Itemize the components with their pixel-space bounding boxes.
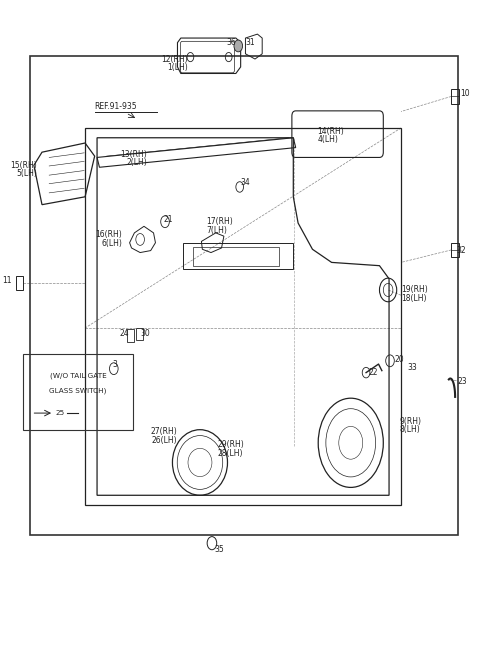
Text: 21: 21 [163, 215, 173, 224]
Text: (W/O TAIL GATE: (W/O TAIL GATE [49, 372, 106, 379]
Text: 24: 24 [120, 329, 130, 338]
Bar [127, 329, 134, 342]
Text: 36: 36 [226, 38, 236, 47]
Bar [183, 243, 293, 269]
Text: 8(LH): 8(LH) [399, 425, 420, 434]
Text: 30: 30 [140, 329, 150, 338]
Text: 34: 34 [240, 178, 251, 187]
Text: 12(RH): 12(RH) [161, 54, 188, 64]
Text: 23: 23 [457, 377, 467, 386]
Text: 13(RH): 13(RH) [120, 150, 147, 159]
Text: 7(LH): 7(LH) [206, 226, 227, 235]
Bar [30, 56, 458, 535]
Text: 26(LH): 26(LH) [152, 436, 178, 445]
Bar [23, 354, 133, 430]
Text: 16(RH): 16(RH) [95, 230, 122, 239]
Bar [136, 328, 144, 340]
Text: 32: 32 [456, 246, 466, 255]
Bar [451, 89, 459, 104]
Bar [451, 243, 459, 257]
Text: GLASS SWITCH): GLASS SWITCH) [49, 387, 107, 394]
Text: 35: 35 [215, 545, 224, 554]
Text: 2(LH): 2(LH) [127, 158, 147, 167]
Text: 31: 31 [245, 38, 255, 47]
Text: 27(RH): 27(RH) [151, 427, 178, 436]
Text: 9(RH): 9(RH) [399, 417, 421, 426]
Text: 25: 25 [55, 410, 65, 416]
Text: 11: 11 [2, 276, 12, 285]
Text: 5(LH): 5(LH) [16, 169, 37, 178]
Text: 1(LH): 1(LH) [167, 63, 188, 72]
Text: 10: 10 [460, 89, 469, 98]
Text: 3: 3 [112, 359, 117, 369]
Circle shape [234, 40, 242, 52]
Text: 19(RH): 19(RH) [401, 285, 428, 295]
Text: 4(LH): 4(LH) [317, 135, 338, 144]
Text: 28(LH): 28(LH) [218, 449, 243, 458]
Text: 29(RH): 29(RH) [218, 440, 244, 449]
Bar [193, 247, 279, 266]
Text: 18(LH): 18(LH) [401, 294, 427, 303]
Text: REF.91-935: REF.91-935 [95, 102, 137, 111]
Text: 6(LH): 6(LH) [101, 239, 122, 248]
Text: 22: 22 [369, 368, 378, 377]
Text: 33: 33 [407, 363, 417, 372]
Text: 14(RH): 14(RH) [317, 127, 344, 136]
Text: 20: 20 [395, 355, 405, 364]
Text: 15(RH): 15(RH) [11, 161, 37, 170]
Text: 17(RH): 17(RH) [206, 217, 233, 226]
Bar [16, 276, 24, 290]
